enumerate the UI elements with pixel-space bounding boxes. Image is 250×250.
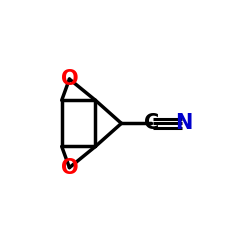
Text: C: C xyxy=(144,113,159,133)
Text: O: O xyxy=(60,158,78,178)
Text: O: O xyxy=(60,69,78,89)
Text: N: N xyxy=(175,113,193,133)
